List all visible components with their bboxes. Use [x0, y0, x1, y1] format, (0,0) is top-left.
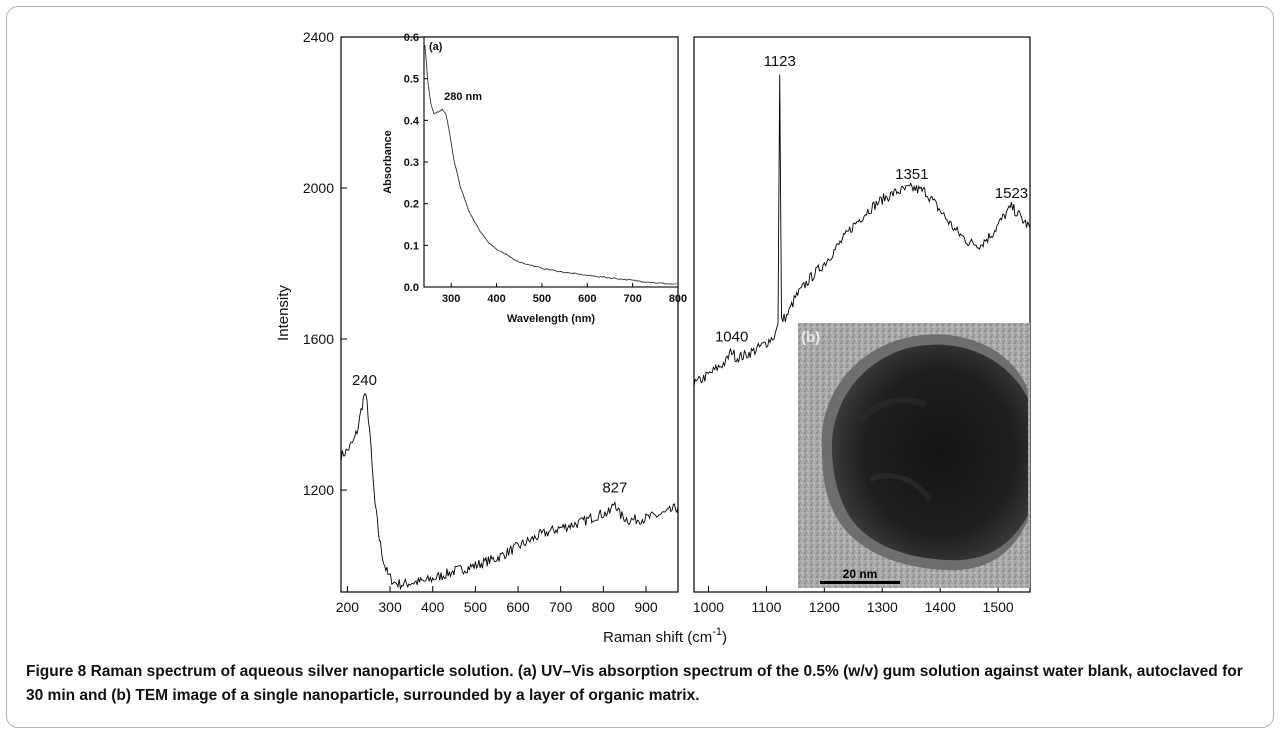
- uvvis-x-tick-label: 800: [669, 293, 687, 305]
- uvvis-y-tick-label: 0.4: [404, 115, 420, 127]
- uvvis-x-tick-label: 300: [442, 293, 460, 305]
- caption-description: (a) UV–Vis absorption spectrum of the 0.…: [26, 663, 1243, 704]
- tem-scale-bar-label: 20 nm: [843, 567, 878, 581]
- y-tick-label: 2000: [303, 180, 334, 196]
- raman-spectrum-line: [340, 393, 679, 591]
- x-tick-label: 600: [506, 599, 530, 615]
- tem-panel-label: (b): [801, 329, 820, 346]
- uvvis-x-tick-label: 600: [578, 293, 596, 305]
- uvvis-x-axis-label: Wavelength (nm): [507, 313, 596, 325]
- x-tick-label: 1400: [925, 599, 956, 615]
- uvvis-peak-label: 280 nm: [444, 91, 482, 103]
- peak-label: 1351: [895, 166, 928, 183]
- tem-image: 20 nm (b): [798, 323, 1030, 588]
- caption-title: Raman spectrum of aqueous silver nanopar…: [90, 663, 514, 680]
- x-tick-label: 1200: [809, 599, 840, 615]
- nanoparticle-core: [831, 344, 1028, 561]
- peak-label: 1040: [715, 328, 748, 345]
- x-tick-label: 300: [378, 599, 402, 615]
- x-tick-label: 1500: [983, 599, 1014, 615]
- y-tick-label: 2400: [303, 29, 334, 45]
- x-tick-label: 900: [634, 599, 658, 615]
- uvvis-x-tick-label: 400: [487, 293, 505, 305]
- peak-label: 240: [352, 372, 377, 389]
- uvvis-y-tick-label: 0.3: [404, 157, 419, 169]
- y-axis-label: Intensity: [275, 285, 292, 341]
- x-tick-label: 800: [592, 599, 616, 615]
- uvvis-y-tick-label: 0.2: [404, 199, 419, 211]
- uvvis-inset-frame: [423, 36, 679, 288]
- caption-label: Figure 8: [26, 663, 87, 680]
- x-tick-label: 1300: [867, 599, 898, 615]
- uvvis-spectrum-line: [424, 45, 677, 285]
- uvvis-y-tick-label: 0.1: [404, 240, 419, 252]
- figure-caption: Figure 8 Raman spectrum of aqueous silve…: [26, 660, 1256, 708]
- uvvis-panel-label: (a): [429, 41, 443, 53]
- peak-label: 1523: [995, 185, 1028, 202]
- x-tick-label: 400: [421, 599, 445, 615]
- raman-right-panel-frame: [693, 36, 1031, 593]
- y-tick-label: 1600: [303, 331, 334, 347]
- x-axis-label: Raman shift (cm-1): [603, 626, 727, 646]
- x-tick-label: 1000: [693, 599, 724, 615]
- peak-label: 1123: [764, 53, 796, 70]
- uvvis-x-tick-label: 500: [533, 293, 551, 305]
- uvvis-y-tick-label: 0.6: [404, 32, 419, 44]
- peak-label: 827: [602, 479, 627, 496]
- uvvis-y-axis-label: Absorbance: [382, 130, 394, 194]
- x-tick-label: 500: [464, 599, 488, 615]
- uvvis-y-tick-label: 0.5: [404, 74, 419, 86]
- x-tick-label: 700: [549, 599, 573, 615]
- x-tick-label: 200: [336, 599, 360, 615]
- uvvis-x-tick-label: 700: [623, 293, 641, 305]
- raman-spectrum-line: [693, 74, 1031, 387]
- y-tick-label: 1200: [303, 482, 334, 498]
- x-tick-label: 1100: [751, 599, 781, 615]
- uvvis-y-tick-label: 0.0: [404, 282, 419, 294]
